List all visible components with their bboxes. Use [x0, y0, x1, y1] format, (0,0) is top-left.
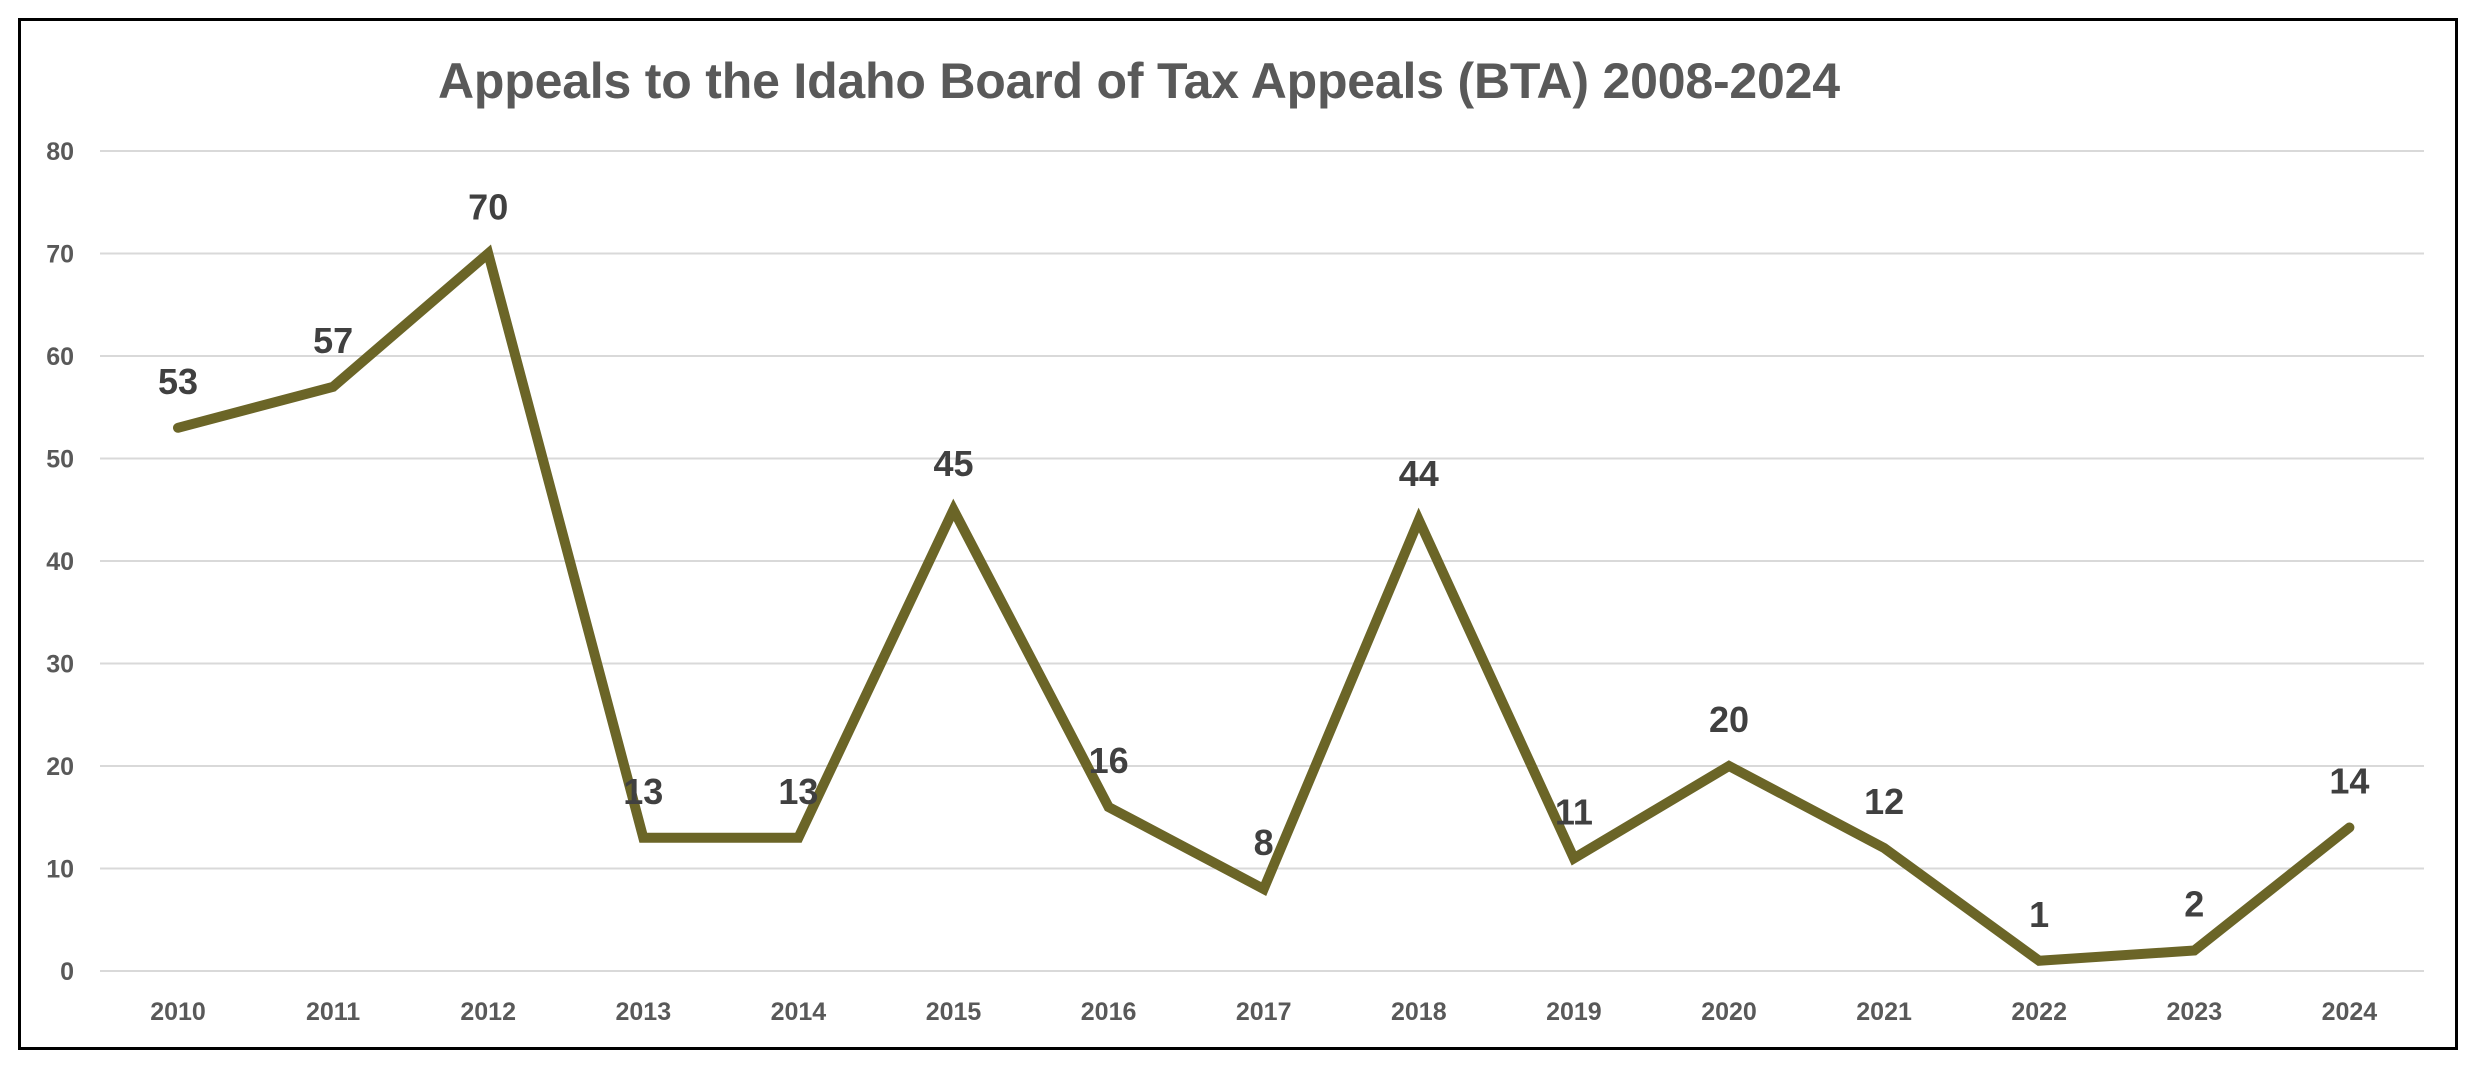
- x-tick-label: 2010: [150, 998, 206, 1026]
- x-tick-label: 2012: [460, 998, 516, 1026]
- x-tick-label: 2024: [2322, 998, 2378, 1026]
- x-tick-label: 2014: [771, 998, 827, 1026]
- x-tick-label: 2017: [1236, 998, 1292, 1026]
- data-label: 44: [1399, 453, 1439, 494]
- y-tick-label: 80: [46, 138, 74, 166]
- y-axis-ticks: 0 10 20 30 40 50 60 70 80: [46, 138, 74, 986]
- series-line: [173, 244, 2355, 966]
- x-tick-label: 2015: [926, 998, 982, 1026]
- y-tick-label: 30: [46, 651, 74, 679]
- x-tick-label: 2021: [1856, 998, 1912, 1026]
- x-tick-label: 2023: [2166, 998, 2222, 1026]
- data-label: 53: [158, 361, 198, 402]
- x-tick-label: 2016: [1081, 998, 1137, 1026]
- data-label: 70: [468, 187, 508, 228]
- chart-title: Appeals to the Idaho Board of Tax Appeal…: [438, 53, 1840, 109]
- x-tick-label: 2019: [1546, 998, 1602, 1026]
- y-tick-label: 50: [46, 446, 74, 474]
- x-tick-label: 2022: [2011, 998, 2067, 1026]
- data-label: 1: [2029, 894, 2049, 935]
- data-label: 20: [1709, 699, 1749, 740]
- data-label: 13: [623, 771, 663, 812]
- data-label: 14: [2329, 761, 2369, 802]
- y-tick-label: 60: [46, 343, 74, 371]
- data-label: 16: [1089, 740, 1129, 781]
- y-tick-label: 10: [46, 856, 74, 884]
- x-tick-label: 2018: [1391, 998, 1447, 1026]
- data-label: 45: [933, 443, 973, 484]
- y-tick-label: 40: [46, 548, 74, 576]
- y-tick-label: 20: [46, 753, 74, 781]
- x-tick-label: 2020: [1701, 998, 1757, 1026]
- y-tick-label: 0: [60, 958, 74, 986]
- x-tick-label: 2011: [306, 998, 360, 1026]
- x-axis-ticks: 2010 2011 2012 2013 2014 2015 2016 2017 2018 2019…: [150, 998, 2377, 1026]
- data-label: 12: [1864, 781, 1904, 822]
- gridlines: [100, 150, 2424, 972]
- data-label: 57: [313, 320, 353, 361]
- series-layer: [173, 244, 2355, 966]
- data-label: 8: [1254, 822, 1274, 863]
- y-tick-label: 70: [46, 241, 74, 269]
- data-label: 11: [1555, 791, 1593, 832]
- x-tick-label: 2013: [615, 998, 671, 1026]
- data-label: 2: [2184, 884, 2204, 925]
- data-label: 13: [778, 771, 818, 812]
